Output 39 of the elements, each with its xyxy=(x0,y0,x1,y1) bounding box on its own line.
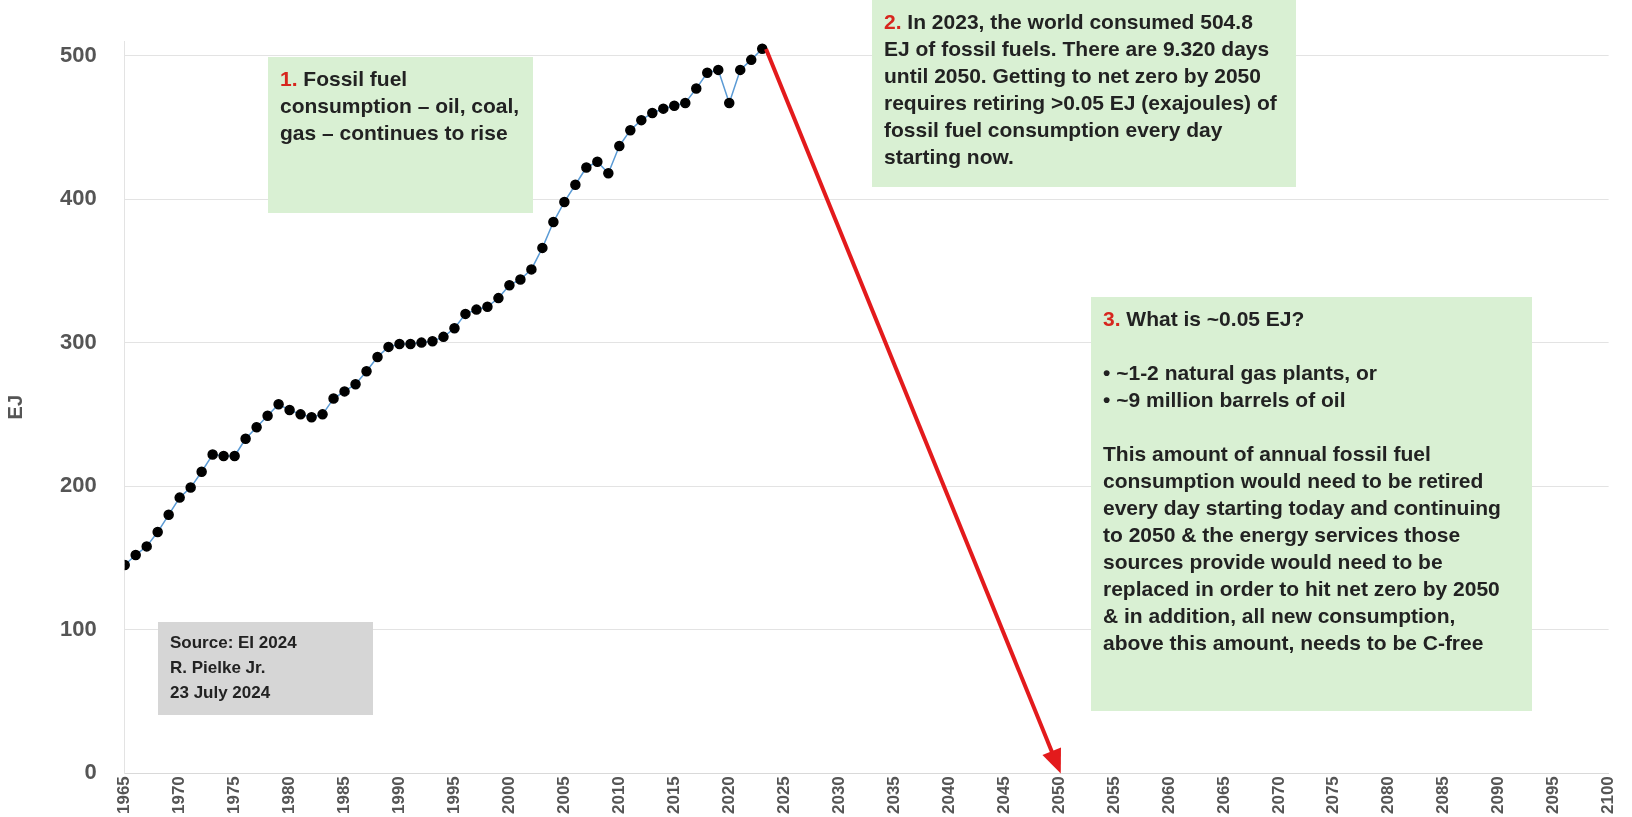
text-box: 2. In 2023, the world consumed 504.8 EJ of fossil fuels. There are 9.320 days until 2050. Getting to net zero by 2050 requires retiring >0.05 EJ (exajoules) of fossil fuel consumption every day starting now. xyxy=(872,0,1296,187)
x-tick-label: 1965 xyxy=(114,776,134,815)
x-tick-label: 1970 xyxy=(169,776,189,815)
x-tick-label: 2070 xyxy=(1268,776,1288,815)
x-tick-label: 2055 xyxy=(1103,776,1123,815)
x-tick-label: 2090 xyxy=(1488,776,1508,815)
x-tick-label: 1990 xyxy=(389,776,409,815)
x-tick-label: 2045 xyxy=(993,776,1013,815)
x-tick-label: 2035 xyxy=(883,776,903,815)
text-box: 3. What is ~0.05 EJ? • ~1-2 natural gas plants, or • ~9 million barrels of oil This amount of annual fossil fuel consumption would need to be retired every day starting today and continuing to 2050 & the energy services those sources provide would need to be replaced in order to hit net zero by 2050 & in addition, all new consumption, above this amount, needs to be C-free xyxy=(1091,297,1532,711)
y-tick-label: 400 xyxy=(59,185,97,211)
y-tick-label: 100 xyxy=(59,615,97,641)
x-tick-label: 2005 xyxy=(554,776,574,815)
x-tick-label: 1995 xyxy=(444,776,464,815)
x-tick-label: 2010 xyxy=(609,776,629,815)
text-box: Source: EI 2024 R. Pielke Jr. 23 July 2024 xyxy=(158,622,373,715)
x-tick-label: 2050 xyxy=(1048,776,1068,815)
x-tick-label: 2040 xyxy=(938,776,958,815)
y-tick-label: 500 xyxy=(59,41,97,67)
x-tick-label: 1980 xyxy=(279,776,299,815)
x-tick-label: 2075 xyxy=(1323,776,1343,815)
x-tick-label: 2085 xyxy=(1433,776,1453,815)
x-tick-label: 1975 xyxy=(224,776,244,815)
x-tick-label: 2060 xyxy=(1158,776,1178,815)
y-tick-label: 300 xyxy=(59,328,97,354)
x-tick-label: 2065 xyxy=(1213,776,1233,815)
x-tick-label: 2080 xyxy=(1378,776,1398,815)
x-tick-label: 2030 xyxy=(828,776,848,815)
y-tick-label: 200 xyxy=(59,472,97,498)
x-tick-label: 2025 xyxy=(773,776,793,815)
x-tick-label: 1985 xyxy=(334,776,354,815)
x-tick-label: 2095 xyxy=(1543,776,1563,815)
x-tick-label: 2015 xyxy=(663,776,683,815)
y-tick-label: 0 xyxy=(84,759,97,785)
x-tick-label: 2100 xyxy=(1598,776,1618,815)
x-tick-label: 2000 xyxy=(499,776,519,815)
x-tick-label: 2020 xyxy=(718,776,738,815)
y-axis-title: EJ xyxy=(3,394,26,420)
text-box: 1. Fossil fuel consumption – oil, coal, gas – continues to rise xyxy=(268,57,533,213)
